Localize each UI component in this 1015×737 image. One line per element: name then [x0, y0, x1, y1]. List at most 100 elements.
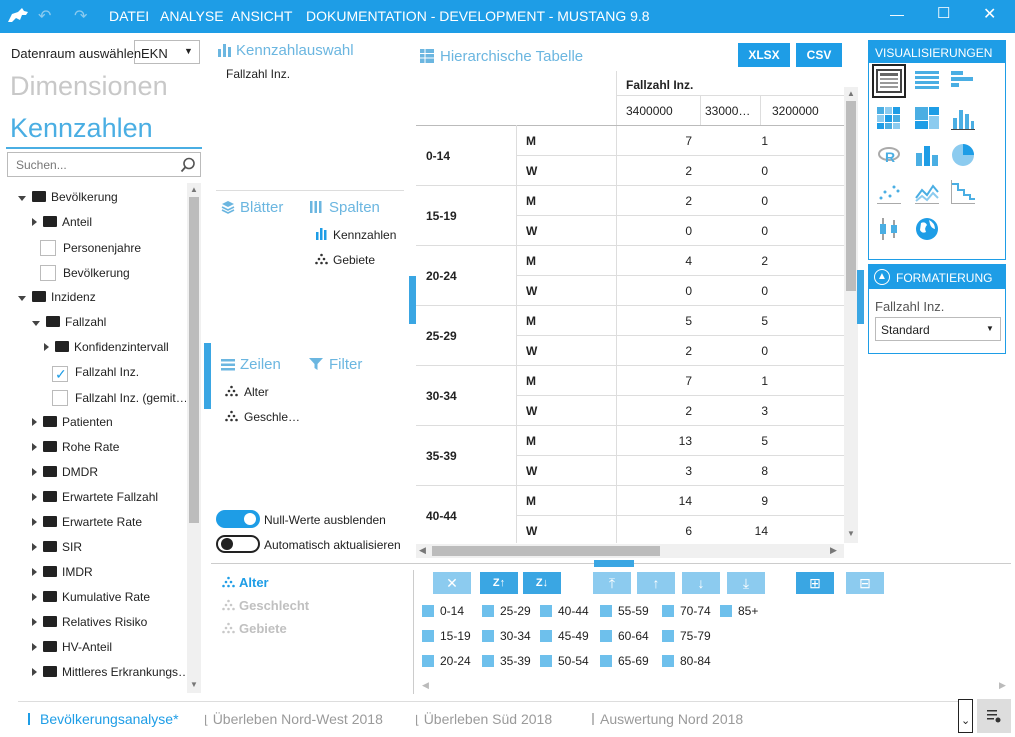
row-header-age[interactable]: 0-14 — [426, 149, 451, 163]
sort-desc-button[interactable]: Z↓ — [523, 572, 561, 594]
expand-down-icon[interactable] — [32, 321, 40, 326]
scatter-vis-icon[interactable] — [875, 178, 903, 206]
tree-item[interactable]: Erwartete Fallzahl — [32, 490, 158, 504]
legend-item[interactable]: 85+ — [720, 604, 758, 618]
toggle-auto-update[interactable] — [216, 535, 260, 553]
tree-item[interactable]: Rohe Rate — [32, 440, 119, 454]
spalten-item-kennzahlen[interactable]: Kennzahlen — [333, 228, 397, 242]
datenraum-select[interactable]: EKN ▼ — [134, 40, 200, 64]
tree-item[interactable]: Inzidenz — [18, 290, 96, 304]
xlsx-button[interactable]: XLSX — [738, 43, 790, 67]
row-header-age[interactable]: 35-39 — [426, 449, 457, 463]
list-vis-icon[interactable] — [913, 67, 941, 95]
dim-gebiete[interactable]: Gebiete — [239, 621, 287, 636]
tree-item[interactable]: SIR — [32, 540, 82, 554]
tree-item[interactable]: Fallzahl Inz. (gemit… — [52, 390, 186, 406]
expand-right-icon[interactable] — [32, 518, 37, 526]
expand-right-icon[interactable] — [32, 568, 37, 576]
expand-right-icon[interactable] — [32, 418, 37, 426]
tree-item[interactable]: Relatives Risiko — [32, 615, 147, 629]
tree-item[interactable]: Anteil — [32, 215, 92, 229]
search-input[interactable]: Suchen... — [7, 152, 201, 177]
row-header-age[interactable]: 25-29 — [426, 329, 457, 343]
tabs-dropdown-button[interactable]: ⌄ — [958, 699, 973, 733]
move-down-button[interactable]: ↓ — [682, 572, 720, 594]
row-header-sex[interactable]: W — [526, 344, 538, 358]
row-header-sex[interactable]: W — [526, 464, 538, 478]
table-hscrollbar-thumb[interactable] — [432, 546, 660, 556]
expand-down-icon[interactable] — [18, 196, 26, 201]
collapse-right-handle[interactable] — [857, 270, 864, 324]
legend-item[interactable]: 70-74 — [662, 604, 711, 618]
step-vis-icon[interactable] — [949, 178, 977, 206]
boxplot-vis-icon[interactable] — [875, 215, 903, 243]
r-vis-icon[interactable]: R — [875, 141, 903, 169]
expand-right-icon[interactable] — [32, 443, 37, 451]
tree-item[interactable]: DMDR — [32, 465, 98, 479]
expand-right-icon[interactable] — [32, 218, 37, 226]
scroll-down-icon[interactable]: ▼ — [190, 680, 198, 689]
tree-item[interactable]: Personenjahre — [40, 240, 141, 256]
legend-item[interactable]: 30-34 — [482, 629, 531, 643]
toggle-null-werte[interactable] — [216, 510, 260, 528]
menu-datei[interactable]: DATEI — [109, 8, 150, 24]
move-top-button[interactable]: ⤒ — [593, 572, 631, 594]
maximize-icon[interactable]: ☐ — [937, 5, 951, 22]
move-bottom-button[interactable]: ⤓ — [727, 572, 765, 594]
tree-item[interactable]: HV-Anteil — [32, 640, 112, 654]
bar-vis-icon[interactable] — [949, 104, 977, 132]
legend-item[interactable]: 45-49 — [540, 629, 589, 643]
scroll-up-icon[interactable]: ▲ — [847, 89, 855, 98]
column-vis-icon[interactable] — [913, 141, 941, 169]
checkbox[interactable] — [40, 240, 56, 256]
expand-right-icon[interactable] — [32, 468, 37, 476]
hbar-vis-icon[interactable] — [949, 67, 977, 95]
dim-geschlecht[interactable]: Geschlecht — [239, 598, 310, 613]
legend-item[interactable]: 15-19 — [422, 629, 471, 643]
scroll-down-icon[interactable]: ▼ — [847, 529, 855, 538]
tree-item[interactable]: Fallzahl — [32, 315, 106, 329]
table-vis-icon[interactable] — [872, 64, 906, 98]
zeilen-item-geschlecht[interactable]: Geschle… — [244, 410, 301, 424]
legend-item[interactable]: 75-79 — [662, 629, 711, 643]
row-header-sex[interactable]: W — [526, 164, 538, 178]
row-header-age[interactable]: 30-34 — [426, 389, 457, 403]
undo-icon[interactable]: ↶ — [38, 8, 52, 25]
row-header-sex[interactable]: W — [526, 404, 538, 418]
legend-item[interactable]: 25-29 — [482, 604, 531, 618]
legend-item[interactable]: 20-24 — [422, 654, 471, 668]
redo-icon[interactable]: ↷ — [74, 8, 88, 25]
row-header-sex[interactable]: W — [526, 284, 538, 298]
row-header-sex[interactable]: M — [526, 494, 536, 508]
row-header-sex[interactable]: M — [526, 254, 536, 268]
pie-vis-icon[interactable] — [949, 141, 977, 169]
checkbox[interactable] — [40, 265, 56, 281]
column-header[interactable]: 3400000 — [626, 104, 673, 118]
tree-scrollbar[interactable]: ▲ ▼ — [187, 183, 201, 693]
sort-asc-button[interactable]: Z↑ — [480, 572, 518, 594]
legend-item[interactable]: 0-14 — [422, 604, 464, 618]
globe-vis-icon[interactable] — [913, 215, 941, 243]
expand-down-icon[interactable] — [18, 296, 26, 301]
collapse-left-handle[interactable] — [204, 343, 211, 409]
scroll-left-icon[interactable]: ◀ — [419, 545, 426, 555]
row-header-sex[interactable]: M — [526, 434, 536, 448]
row-header-sex[interactable]: M — [526, 194, 536, 208]
table-vscrollbar[interactable]: ▲ ▼ — [844, 87, 858, 543]
collapse-middle-handle[interactable] — [409, 276, 416, 324]
minimize-icon[interactable]: — — [890, 6, 904, 22]
scroll-right-icon[interactable]: ▶ — [830, 545, 837, 555]
expand-right-icon[interactable] — [32, 668, 37, 676]
format-select[interactable]: Standard ▼ — [875, 317, 1001, 341]
heatmap-vis-icon[interactable] — [875, 104, 903, 132]
menu-analyse[interactable]: ANALYSE — [160, 8, 224, 24]
table-hscrollbar[interactable]: ◀ ▶ — [416, 544, 844, 558]
legend-item[interactable]: 65-69 — [600, 654, 649, 668]
expand-right-icon[interactable] — [32, 493, 37, 501]
legend-item[interactable]: 60-64 — [600, 629, 649, 643]
row-header-sex[interactable]: M — [526, 374, 536, 388]
checkbox[interactable] — [52, 390, 68, 406]
tab[interactable]: ⌊ Überleben Süd 2018 — [415, 711, 552, 727]
collapse-bottom-handle[interactable] — [594, 560, 634, 567]
menu-ansicht[interactable]: ANSICHT — [231, 8, 293, 24]
